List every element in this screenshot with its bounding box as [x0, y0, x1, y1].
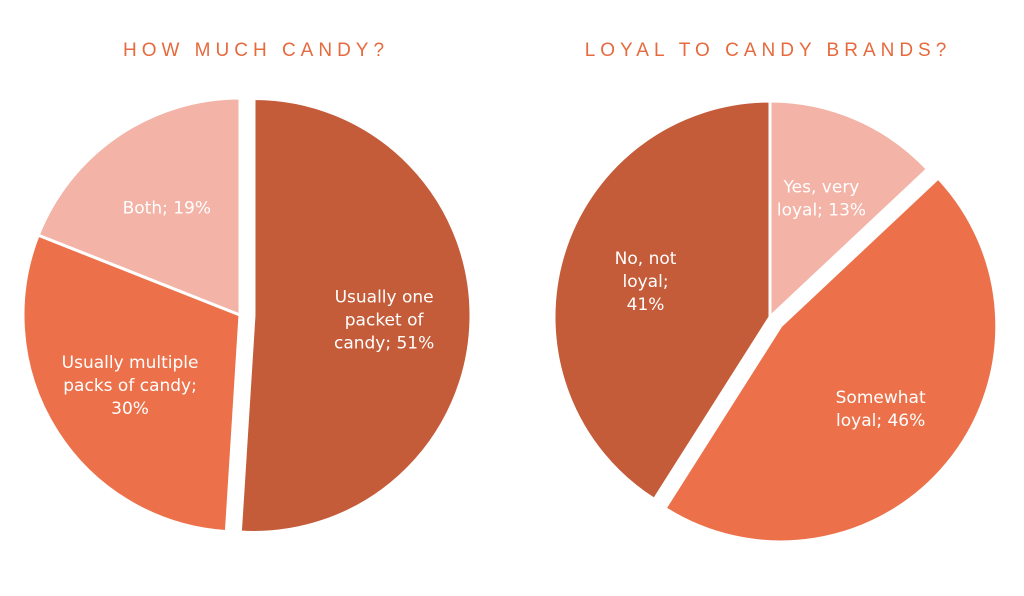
- pie-label-line: 30%: [111, 399, 149, 419]
- pie-slice-usually-multiple-packs-of-candy: [21, 233, 242, 534]
- pie-label-line: Usually one: [335, 288, 434, 308]
- pie-label-line: packs of candy;: [63, 376, 197, 396]
- pie-label-yes-very-loyal: Yes, very loyal; 13%: [777, 178, 866, 221]
- pie-label-no-not-loyal: No, not loyal; 41%: [615, 249, 677, 315]
- pie-label-line: 41%: [627, 295, 665, 315]
- pie-label-usually-multiple-packs-of-candy: Usually multiple packs of candy; 30%: [62, 353, 199, 419]
- pie-label-both: Both; 19%: [123, 198, 211, 218]
- pie-label-line: Yes, very: [783, 178, 860, 198]
- pie-slice-no-not-loyal: [552, 99, 772, 501]
- pie-label-line: packet of: [345, 311, 425, 331]
- pie-label-line: loyal; 13%: [777, 201, 866, 221]
- chart-title-loyal-to-candy-brands: LOYAL TO CANDY BRANDS?: [584, 40, 952, 61]
- pie-label-line: No, not: [615, 249, 677, 269]
- pie-label-line: loyal;: [623, 272, 669, 292]
- pie-loyal-to-candy-brands: Yes, very loyal; 13% Somewhat loyal; 46% No,…: [552, 99, 999, 544]
- pie-label-line: Somewhat: [836, 388, 926, 408]
- chart-title-how-much-candy: HOW MUCH CANDY?: [122, 40, 390, 61]
- pie-label-line: candy; 51%: [334, 334, 434, 354]
- pie-label-somewhat-loyal: Somewhat loyal; 46%: [836, 388, 926, 431]
- pie-label-usually-one-packet-of-candy: Usually one packet of candy; 51%: [334, 288, 434, 354]
- pie-label-line: Both; 19%: [123, 198, 211, 218]
- pie-label-line: Usually multiple: [62, 353, 199, 373]
- pie-slice-both: [36, 96, 242, 317]
- pie-slice-somewhat-loyal: [663, 176, 999, 544]
- pie-slice-yes-very-loyal: [768, 99, 929, 319]
- pie-label-line: loyal; 46%: [836, 411, 925, 431]
- pie-slice-usually-one-packet-of-candy: [238, 96, 473, 534]
- pie-how-much-candy: Usually one packet of candy; 51% Usually mu…: [21, 96, 473, 534]
